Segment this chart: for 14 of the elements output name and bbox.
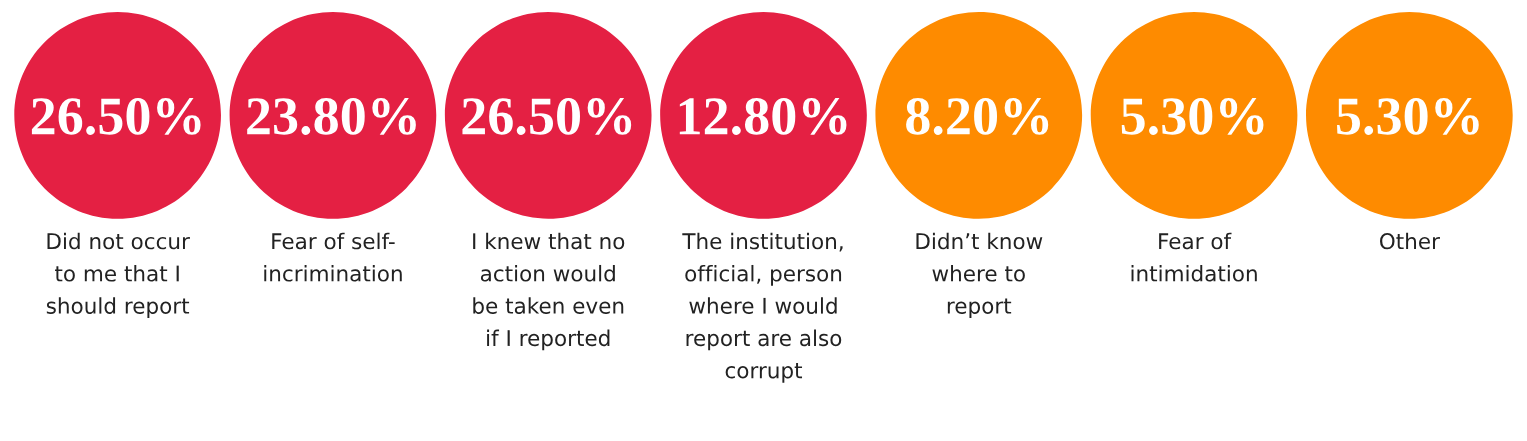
category-label: Didn’t know where to report — [916, 232, 1043, 319]
data-label: 23.80% — [247, 98, 416, 135]
category-label: The institution, official, person where I would report are also corrupt — [682, 232, 843, 383]
data-label: 26.50% — [462, 98, 632, 135]
data-label: 12.80% — [679, 98, 847, 135]
category-label: Other — [1380, 232, 1440, 250]
category-label: Did not occur to me that I should report — [46, 232, 190, 319]
data-label: 26.50% — [31, 98, 201, 135]
category-label: Fear of intimidation — [1131, 232, 1257, 282]
data-label: 5.30% — [1121, 98, 1264, 135]
category-label: I knew that no action would be taken even if I reported — [473, 232, 625, 351]
data-label: 8.20% — [906, 98, 1049, 135]
data-label: 5.30% — [1337, 98, 1479, 135]
category-label: Fear of self- incrimination — [264, 232, 402, 282]
